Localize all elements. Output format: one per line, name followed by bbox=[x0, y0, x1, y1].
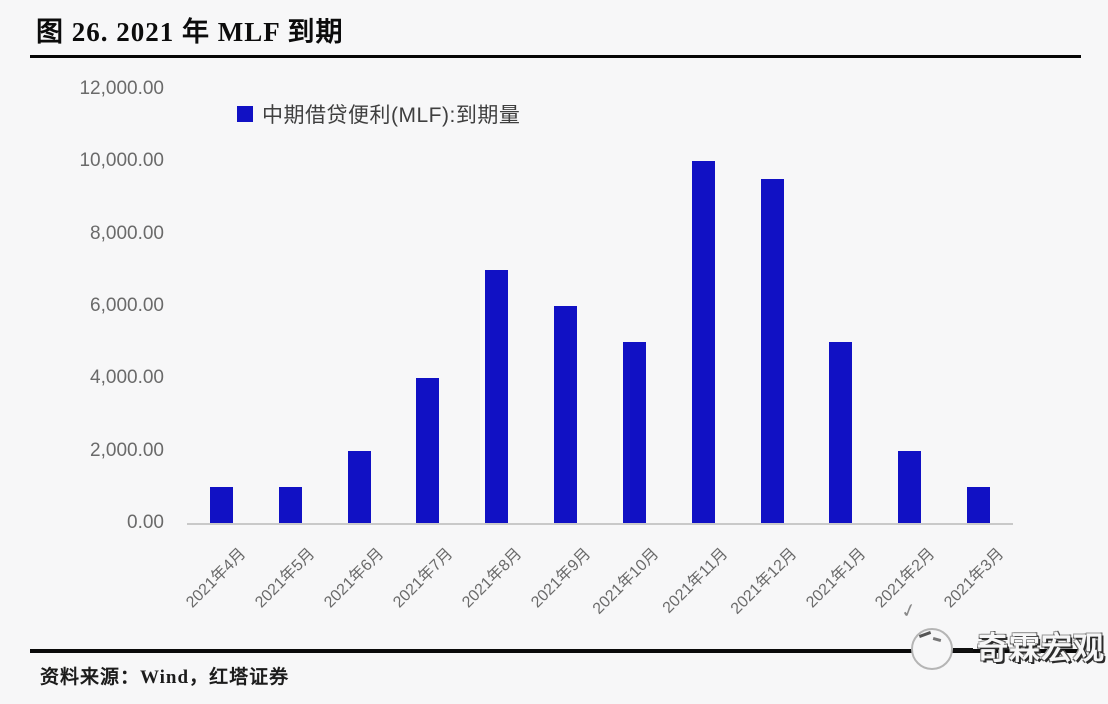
legend-label: 中期借贷便利(MLF):到期量 bbox=[262, 104, 521, 127]
y-axis-tick-label: 2,000.00 bbox=[90, 439, 164, 461]
bar-2021年3月 bbox=[967, 486, 991, 523]
y-axis-tick-label: 0.00 bbox=[127, 512, 164, 533]
watermark-logo-stroke bbox=[918, 631, 932, 638]
y-axis-tick-label: 12,000.00 bbox=[79, 78, 164, 99]
bar-2021年9月 bbox=[554, 306, 578, 523]
y-axis-tick-label: 10,000.00 bbox=[79, 150, 164, 172]
plot-area bbox=[187, 89, 1013, 525]
bar-2021年1月 bbox=[829, 342, 853, 523]
source-text: 资料来源：Wind，红塔证券 bbox=[40, 667, 290, 688]
watermark-logo-icon bbox=[911, 628, 953, 670]
y-axis-tick-label: 4,000.00 bbox=[90, 367, 164, 389]
bar-2021年6月 bbox=[347, 450, 371, 523]
bar-2021年11月 bbox=[691, 161, 715, 523]
watermark: ✓ 奇霖宏观 bbox=[893, 596, 1108, 700]
bar-2021年12月 bbox=[760, 179, 784, 523]
bar-2021年4月 bbox=[209, 486, 233, 523]
title-rule bbox=[30, 55, 1081, 58]
bar-2021年5月 bbox=[278, 486, 302, 523]
figure-title: 图 26. 2021 年 MLF 到期 bbox=[36, 17, 344, 47]
legend-swatch bbox=[237, 106, 253, 122]
bar-2021年10月 bbox=[622, 342, 646, 523]
watermark-check-mark: ✓ bbox=[898, 599, 920, 624]
bar-2021年8月 bbox=[485, 269, 509, 523]
watermark-text: 奇霖宏观 bbox=[977, 631, 1105, 666]
bottom-rule bbox=[30, 649, 1081, 653]
y-axis-tick-label: 8,000.00 bbox=[90, 222, 164, 244]
legend: 中期借贷便利(MLF):到期量 bbox=[237, 99, 520, 129]
bar-2021年2月 bbox=[898, 450, 922, 523]
bar-2021年7月 bbox=[416, 378, 440, 523]
y-axis-tick-label: 6,000.00 bbox=[90, 295, 164, 316]
watermark-logo-stroke bbox=[932, 637, 942, 642]
watermark-dash bbox=[953, 648, 973, 652]
